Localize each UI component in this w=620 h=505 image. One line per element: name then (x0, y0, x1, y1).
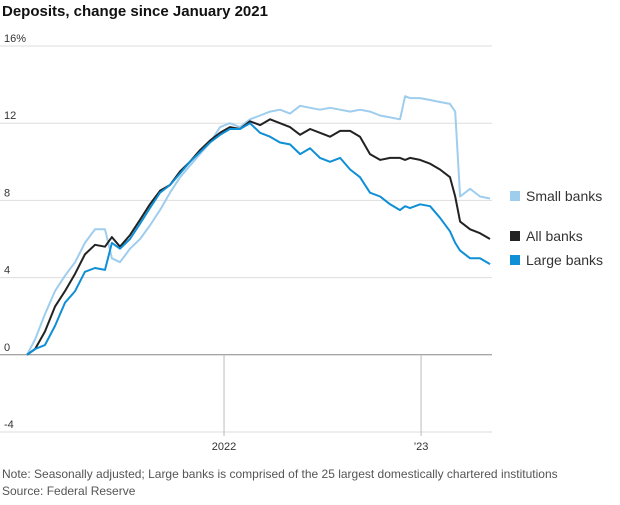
y-tick-label: 8 (4, 187, 10, 199)
legend-swatch (510, 191, 520, 201)
legend-label: All banks (526, 228, 583, 244)
legend-label: Large banks (526, 252, 603, 268)
note: Note: Seasonally adjusted; Large banks i… (2, 467, 558, 481)
series-line (26, 95, 491, 356)
legend-label: Small banks (526, 188, 602, 204)
series-line (26, 118, 491, 356)
source: Source: Federal Reserve (2, 484, 136, 498)
x-tick-label: ’23 (414, 441, 429, 453)
legend-swatch (510, 255, 520, 265)
y-tick-label: 12 (4, 110, 16, 122)
chart-title: Deposits, change since January 2021 (2, 3, 268, 20)
y-tick-label: 16% (4, 33, 26, 45)
y-tick-label: -4 (4, 419, 14, 431)
y-tick-label: 0 (4, 342, 10, 354)
legend-swatch (510, 231, 520, 241)
y-tick-label: 4 (4, 265, 10, 277)
x-tick-label: 2022 (212, 441, 236, 453)
series-line (26, 122, 491, 356)
